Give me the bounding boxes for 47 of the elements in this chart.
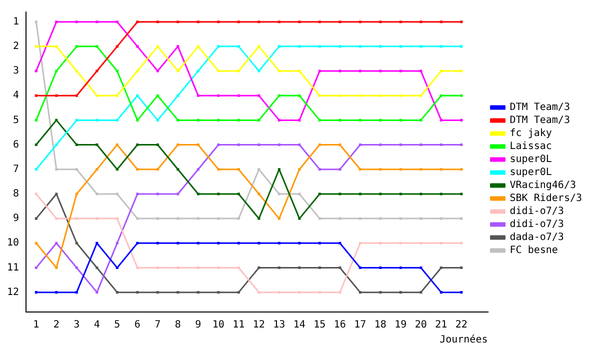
x-tick-label: 19: [394, 320, 407, 331]
legend-label: SBK Riders/3: [510, 193, 582, 204]
y-tick-label: 9: [13, 213, 20, 224]
x-tick-label: 3: [74, 320, 80, 331]
x-axis-title: Journées: [440, 334, 488, 346]
legend-label: FC besne: [510, 245, 558, 256]
x-tick-label: 7: [154, 320, 161, 331]
y-tick-label: 8: [13, 188, 20, 200]
y-tick-label: 12: [6, 286, 20, 298]
legend-label: dada-o7/3: [510, 232, 564, 244]
y-tick-label: 3: [13, 66, 20, 77]
x-tick-label: 13: [273, 320, 286, 331]
x-tick-label: 17: [354, 320, 366, 331]
x-tick-label: 14: [293, 320, 306, 331]
x-tick-label: 22: [455, 320, 468, 331]
x-tick-label: 12: [252, 320, 265, 331]
y-tick-label: 6: [13, 139, 20, 150]
legend-label: super0L: [510, 154, 552, 166]
legend-label: VRacing46/3: [510, 180, 576, 192]
x-tick-label: 18: [374, 320, 386, 331]
x-tick-label: 10: [212, 320, 224, 331]
x-tick-label: 1: [33, 320, 40, 331]
y-tick-label: 1: [13, 16, 20, 28]
legend-label: didi-o7/3: [510, 219, 564, 230]
y-tick-label: 10: [6, 238, 20, 249]
x-tick-label: 21: [435, 320, 448, 331]
y-tick-label: 4: [13, 90, 20, 102]
x-tick-label: 16: [334, 320, 346, 331]
legend-label: fc jaky: [510, 128, 552, 140]
y-tick-label: 2: [13, 41, 20, 52]
x-tick-label: 15: [314, 320, 326, 331]
x-tick-label: 11: [232, 320, 245, 331]
x-tick-label: 2: [53, 320, 60, 331]
x-tick-label: 8: [174, 320, 181, 331]
legend-label: didi-o7/3: [510, 206, 564, 218]
legend-label: DTM Team/3: [510, 115, 570, 126]
x-tick-label: 9: [195, 320, 202, 331]
x-tick-label: 4: [94, 320, 100, 331]
legend-label: Laissac: [510, 141, 552, 152]
x-tick-label: 5: [114, 320, 120, 331]
legend-label: super0L: [510, 167, 552, 178]
y-tick-label: 11: [6, 262, 20, 274]
x-tick-label: 20: [414, 320, 427, 331]
x-tick-label: 6: [134, 320, 140, 331]
y-tick-label: 7: [13, 164, 20, 175]
legend-label: DTM Team/3: [510, 102, 570, 114]
y-tick-label: 5: [13, 114, 20, 126]
